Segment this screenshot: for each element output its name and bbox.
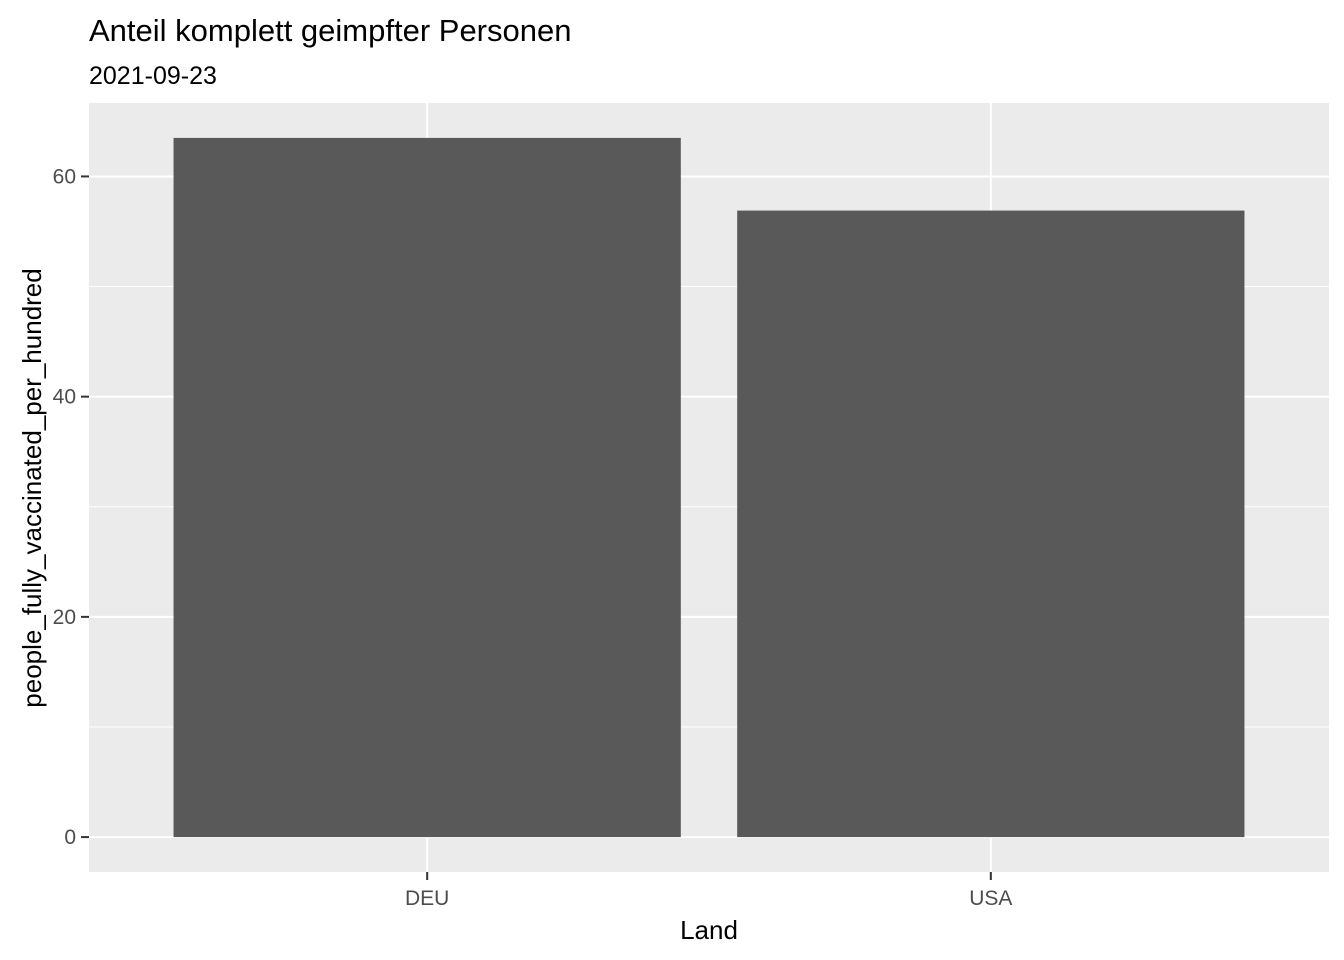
bar-deu [173, 137, 681, 838]
y-tick-label: 60 [53, 165, 76, 188]
x-tick-label: USA [969, 887, 1012, 910]
bar-usa [737, 210, 1245, 838]
x-axis: DEU USA [405, 872, 1012, 910]
x-axis-title: Land [680, 915, 738, 945]
chart-title: Anteil komplett geimpfter Personen [89, 13, 571, 48]
chart-subtitle: 2021-09-23 [89, 62, 217, 90]
bars [173, 137, 1245, 838]
x-tick-label: DEU [405, 887, 449, 910]
y-tick-label: 0 [64, 826, 76, 849]
y-axis-title: people_fully_vaccinated_per_hundred [17, 268, 47, 707]
y-axis: 0 20 40 60 [53, 165, 89, 849]
y-tick-label: 20 [53, 606, 76, 629]
y-tick-label: 40 [53, 386, 76, 409]
